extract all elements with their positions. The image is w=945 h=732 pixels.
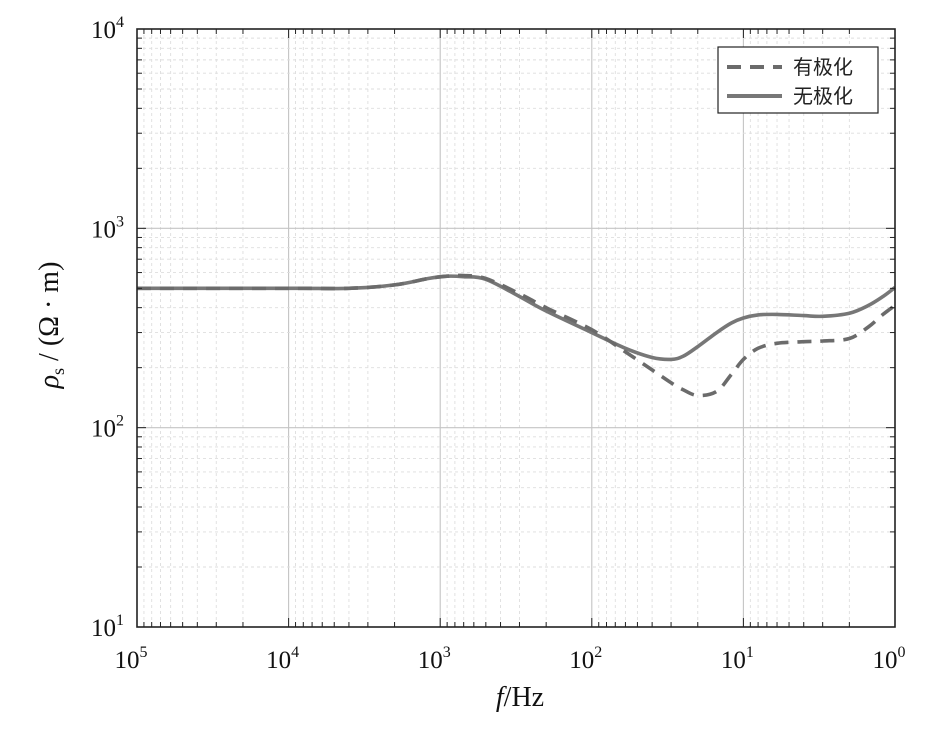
- series-polarized-line: [136, 273, 897, 398]
- y-axis-title-rho: ρ: [34, 375, 65, 389]
- x-tick-labels: 105 104 103 102 101 100: [115, 644, 906, 674]
- x-axis-title: f/Hz: [496, 682, 544, 713]
- legend-label-polarized: 有极化: [793, 55, 853, 79]
- x-tick-exponent: 0: [898, 644, 906, 661]
- y-tick-exponent: 3: [116, 213, 124, 230]
- y-axis-title-subscript: s: [48, 368, 68, 375]
- x-tick-label: 102: [569, 644, 602, 674]
- y-tick-exponent: 2: [116, 413, 124, 430]
- y-tick-label: 101: [91, 612, 124, 642]
- ticks: [137, 29, 896, 628]
- y-tick-base: 10: [91, 216, 116, 243]
- legend: 有极化 无极化: [717, 46, 879, 114]
- plot-frame: [136, 28, 896, 628]
- x-tick-base: 10: [721, 647, 746, 674]
- x-tick-exponent: 2: [594, 644, 602, 661]
- legend-box: [717, 46, 879, 114]
- y-tick-label: 103: [91, 213, 124, 243]
- y-tick-exponent: 1: [116, 612, 124, 629]
- x-tick-label: 103: [418, 644, 451, 674]
- y-tick-label: 104: [91, 14, 124, 44]
- x-tick-base: 10: [266, 647, 291, 674]
- x-tick-exponent: 1: [746, 644, 754, 661]
- x-tick-base: 10: [569, 647, 594, 674]
- y-tick-base: 10: [91, 416, 116, 443]
- x-tick-base: 10: [115, 647, 140, 674]
- curves: [136, 273, 897, 398]
- legend-label-unpolarized: 无极化: [793, 84, 853, 108]
- grid: [137, 29, 896, 628]
- x-axis-title-unit: /Hz: [504, 682, 544, 713]
- x-tick-exponent: 5: [140, 644, 148, 661]
- y-axis-title-unit: / (Ω · m): [34, 262, 65, 368]
- y-tick-base: 10: [91, 17, 116, 44]
- x-tick-base: 10: [873, 647, 898, 674]
- x-tick-label: 105: [115, 644, 148, 674]
- x-tick-label: 104: [266, 644, 299, 674]
- x-tick-label: 101: [721, 644, 754, 674]
- x-tick-exponent: 3: [443, 644, 451, 661]
- y-tick-label: 102: [91, 413, 124, 443]
- y-tick-exponent: 4: [116, 14, 124, 31]
- x-tick-exponent: 4: [291, 644, 299, 661]
- y-axis-title: ρs / (Ω · m): [34, 262, 68, 390]
- x-tick-label: 100: [873, 644, 906, 674]
- x-axis-title-italic: f: [496, 682, 507, 713]
- y-tick-base: 10: [91, 615, 116, 642]
- x-tick-base: 10: [418, 647, 443, 674]
